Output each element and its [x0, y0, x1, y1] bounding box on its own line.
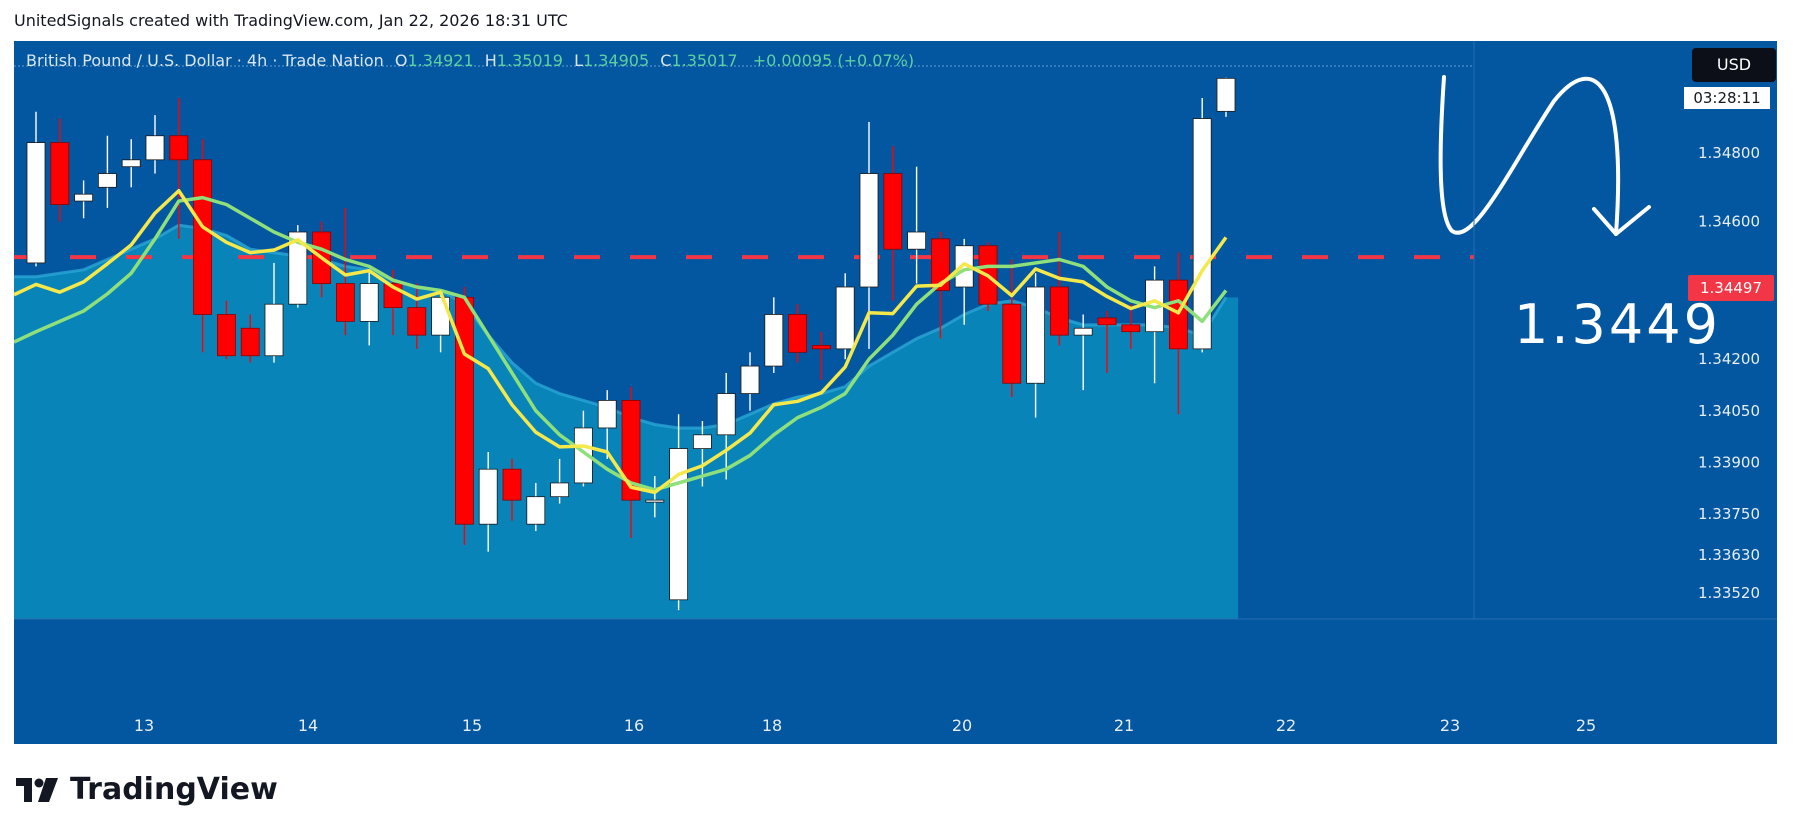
candle-body [526, 496, 546, 525]
bar-countdown: 03:28:11 [1684, 87, 1770, 109]
candle-body [1097, 317, 1117, 326]
tradingview-logo[interactable]: TradingView [16, 772, 278, 807]
candle-body [740, 365, 760, 394]
time-tick-label: 15 [462, 716, 482, 735]
close-label: C [660, 51, 672, 70]
candle-body [1026, 286, 1045, 384]
fast-moving-average-line [14, 189, 1228, 495]
drawing-layer [1438, 75, 1651, 236]
symbol-legend[interactable]: British Pound / U.S. Dollar · 4h · Trade… [26, 51, 914, 70]
candle-body [764, 314, 784, 367]
open-value: 1.34921 [407, 51, 474, 70]
candle-body [407, 307, 427, 336]
high-label: H [484, 51, 497, 70]
time-tick-label: 22 [1276, 716, 1296, 735]
price-tick-label: 1.33630 [1698, 546, 1760, 564]
chart-frame: 1.348001.346001.344001.342001.340501.339… [14, 41, 1777, 744]
candle-body [883, 173, 903, 250]
candle-body [1073, 327, 1093, 336]
ma-area-edge [14, 223, 1228, 430]
candle-body [1002, 303, 1022, 384]
chart-caption: UnitedSignals created with TradingView.c… [14, 11, 568, 30]
candle-body [693, 434, 712, 449]
price-tick-label: 1.34050 [1698, 402, 1760, 420]
candle-body [145, 135, 165, 161]
currency-button[interactable]: USD [1692, 48, 1776, 82]
candle-body [121, 159, 141, 168]
change-value: +0.00095 (+0.07%) [752, 51, 915, 70]
time-tick-label: 14 [298, 716, 318, 735]
projection-arrow-path [1438, 75, 1621, 236]
target-level-label: 1.3449 [1514, 293, 1721, 356]
candle-body [240, 327, 260, 357]
candle-body [502, 468, 522, 501]
candle-body [1121, 324, 1141, 333]
candle-body [669, 448, 688, 601]
tradingview-logo-text: TradingView [70, 772, 278, 807]
candle-body [907, 231, 926, 250]
candle-body [835, 286, 855, 350]
candle-body [1050, 286, 1069, 336]
level-price-tag: 1.34497 [1688, 275, 1774, 301]
axis-layer: 1.348001.346001.344001.342001.340501.339… [14, 41, 1777, 735]
price-tick-label: 1.34200 [1698, 350, 1760, 368]
candle-body [597, 400, 617, 429]
candle-body [716, 393, 736, 436]
slow-moving-average-line [14, 195, 1228, 492]
candle-body [98, 173, 117, 188]
candle-body [954, 245, 974, 288]
candle-body [169, 135, 189, 161]
price-tick-label: 1.34800 [1698, 144, 1760, 162]
ma-layer [14, 189, 1228, 495]
candle-body [216, 314, 236, 357]
candle-body [812, 345, 831, 350]
candle-body [788, 314, 807, 353]
time-tick-label: 16 [624, 716, 644, 735]
candle-body [550, 482, 569, 498]
candle-body [645, 499, 665, 503]
candle-body [1192, 118, 1212, 350]
candlestick-chart[interactable]: 1.348001.346001.344001.342001.340501.339… [14, 41, 1777, 744]
candle-body [264, 303, 284, 357]
candle-body [931, 238, 950, 291]
price-tick-label: 1.34600 [1698, 213, 1760, 231]
candle-body [859, 173, 879, 288]
candle-layer [26, 77, 1236, 611]
price-tick-label: 1.33900 [1698, 453, 1760, 471]
candle-body [454, 296, 474, 525]
tradingview-logo-icon [16, 777, 58, 802]
time-tick-label: 20 [952, 716, 972, 735]
candle-body [431, 296, 451, 336]
candle-body [1216, 77, 1236, 112]
time-tick-label: 18 [762, 716, 782, 735]
candle-body [621, 400, 641, 501]
candle-body [193, 159, 213, 315]
time-tick-label: 13 [134, 716, 154, 735]
close-value: 1.35017 [671, 51, 738, 70]
symbol-title: British Pound / U.S. Dollar · 4h · Trade… [26, 51, 384, 70]
candle-body [74, 193, 93, 202]
open-label: O [394, 51, 408, 70]
time-tick-label: 23 [1440, 716, 1460, 735]
candle-body [359, 283, 379, 322]
projection-arrow-head [1592, 205, 1651, 236]
candle-body [26, 142, 46, 264]
low-value: 1.34905 [582, 51, 650, 70]
candle-body [574, 427, 593, 484]
candle-body [288, 231, 308, 305]
price-tick-label: 1.33750 [1698, 505, 1760, 523]
high-value: 1.35019 [496, 51, 563, 70]
low-label: L [574, 51, 583, 70]
candle-body [478, 468, 498, 525]
price-tick-label: 1.33520 [1698, 584, 1760, 602]
time-tick-label: 25 [1576, 716, 1596, 735]
candle-body [50, 142, 70, 205]
candle-body [335, 283, 355, 322]
time-tick-label: 21 [1114, 716, 1134, 735]
